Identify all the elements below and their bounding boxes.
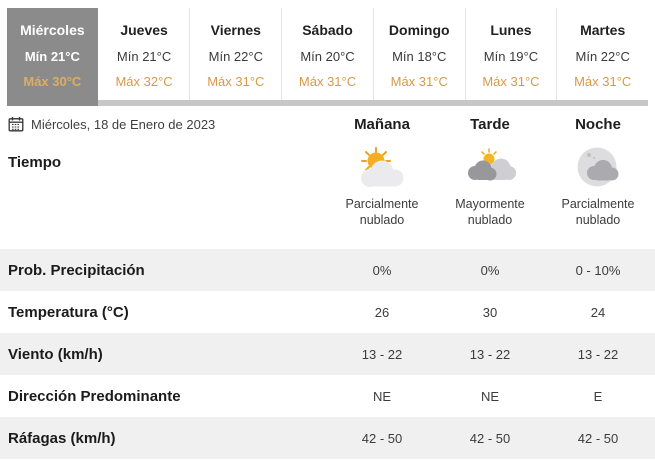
max-temp: Máx 31°C (482, 74, 540, 89)
row-label-tiempo: Tiempo (8, 154, 62, 171)
min-temp: Mín 19°C (483, 49, 539, 64)
value-noche: 13 - 22 (577, 346, 619, 362)
row-precipitation: Prob. Precipitación 0% 0% 0 - 10% (0, 249, 655, 291)
row-temperature: Temperatura (°C) 26 30 24 (0, 291, 655, 333)
weather-condition-row: Tiempo (0, 142, 655, 249)
max-temp: Máx 31°C (207, 74, 265, 89)
value-noche: 24 (590, 304, 606, 320)
row-gusts: Ráfagas (km/h) 42 - 50 42 - 50 42 - 50 (0, 417, 655, 459)
day-tab-viernes[interactable]: Viernes Mín 22°C Máx 31°C (189, 8, 282, 100)
value-tarde: 30 (482, 304, 498, 320)
day-tab-lunes[interactable]: Lunes Mín 19°C Máx 31°C (464, 8, 557, 100)
day-name: Martes (580, 22, 626, 38)
column-header-noche: Noche (575, 115, 621, 133)
max-temp: Máx 30°C (23, 74, 82, 89)
condition-noche: Parcialmente nublado (544, 142, 652, 229)
value-manana: 26 (374, 304, 390, 320)
condition-manana: Parcialmente nublado (328, 142, 436, 229)
value-tarde: 13 - 22 (469, 346, 511, 362)
row-label: Ráfagas (km/h) (8, 429, 116, 447)
day-tab-jueves[interactable]: Jueves Mín 21°C Máx 32°C (97, 8, 190, 100)
date-text: Miércoles, 18 de Enero de 2023 (31, 116, 216, 132)
row-label: Dirección Predominante (8, 387, 181, 405)
value-tarde: 42 - 50 (469, 430, 511, 446)
day-name: Viernes (210, 22, 261, 38)
partly-cloudy-night-icon (569, 145, 627, 191)
weather-widget: Miércoles Mín 21°C Máx 30°C Jueves Mín 2… (0, 8, 655, 459)
tab-strip-divider (7, 100, 648, 106)
min-temp: Mín 22°C (208, 49, 263, 64)
value-noche: E (593, 388, 603, 404)
value-manana: 13 - 22 (361, 346, 403, 362)
min-temp: Mín 22°C (575, 49, 630, 64)
max-temp: Máx 31°C (298, 74, 357, 89)
min-temp: Mín 20°C (300, 49, 355, 64)
condition-label: Mayormente nublado (455, 197, 525, 228)
partly-cloudy-day-icon (353, 145, 411, 191)
min-temp: Mín 21°C (116, 49, 172, 64)
row-wind: Viento (km/h) 13 - 22 13 - 22 13 - 22 (0, 333, 655, 375)
day-name: Miércoles (20, 22, 85, 38)
condition-tarde: Mayormente nublado (436, 142, 544, 229)
column-header-manana: Mañana (354, 115, 410, 133)
mostly-cloudy-icon (461, 145, 519, 191)
value-manana: NE (372, 388, 392, 404)
day-tabs: Miércoles Mín 21°C Máx 30°C Jueves Mín 2… (7, 8, 649, 106)
selected-date: Miércoles, 18 de Enero de 2023 (8, 116, 328, 132)
row-wind-direction: Dirección Predominante NE NE E (0, 375, 655, 417)
day-tab-miercoles[interactable]: Miércoles Mín 21°C Máx 30°C (7, 8, 98, 106)
calendar-icon (8, 116, 24, 132)
value-noche: 42 - 50 (577, 430, 619, 446)
value-manana: 0% (372, 262, 392, 278)
condition-label: Parcialmente nublado (345, 197, 419, 228)
column-header-tarde: Tarde (470, 115, 510, 133)
row-label: Temperatura (°C) (8, 303, 129, 321)
value-tarde: 0% (480, 262, 500, 278)
value-noche: 0 - 10% (575, 262, 621, 278)
max-temp: Máx 31°C (390, 74, 448, 89)
detail-header: Miércoles, 18 de Enero de 2023 Mañana Ta… (0, 106, 655, 142)
max-temp: Máx 31°C (574, 74, 632, 89)
day-name: Jueves (120, 22, 168, 38)
day-tab-martes[interactable]: Martes Mín 22°C Máx 31°C (556, 8, 649, 100)
min-temp: Mín 18°C (392, 49, 447, 64)
day-tab-domingo[interactable]: Domingo Mín 18°C Máx 31°C (372, 8, 465, 100)
day-name: Domingo (388, 22, 450, 38)
day-name: Sábado (302, 22, 353, 38)
day-name: Lunes (490, 22, 532, 38)
value-tarde: NE (480, 388, 500, 404)
max-temp: Máx 32°C (115, 74, 173, 89)
row-label: Prob. Precipitación (8, 261, 145, 279)
value-manana: 42 - 50 (361, 430, 403, 446)
min-temp: Mín 21°C (24, 49, 80, 64)
day-tab-sabado[interactable]: Sábado Mín 20°C Máx 31°C (281, 8, 373, 100)
condition-label: Parcialmente nublado (561, 197, 635, 228)
row-label: Viento (km/h) (8, 345, 103, 363)
